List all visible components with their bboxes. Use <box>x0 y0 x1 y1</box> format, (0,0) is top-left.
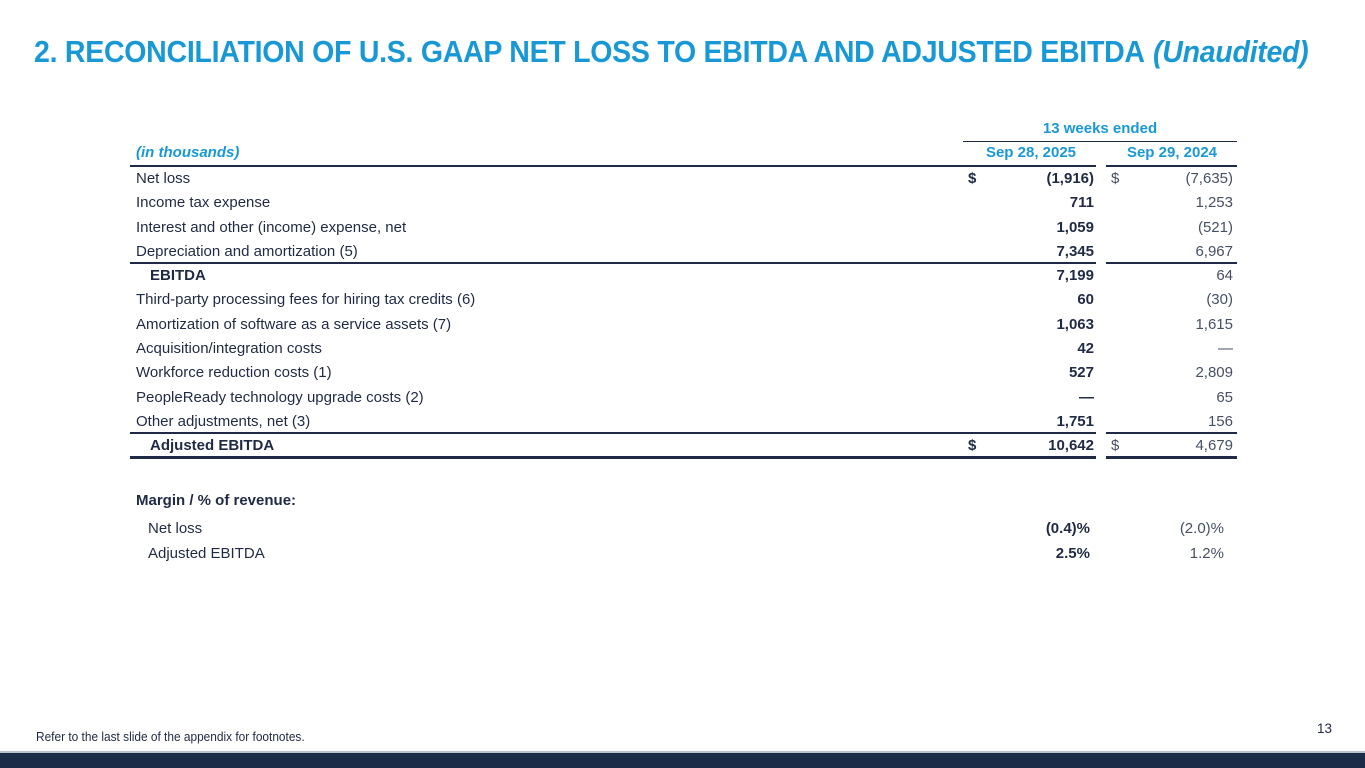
reconciliation-table: 13 weeks ended (in thousands) Sep 28, 20… <box>130 119 1237 566</box>
value-2024: 156 <box>1207 412 1233 430</box>
column-gap <box>1096 142 1106 167</box>
table-row-workforce: Workforce reduction costs (1) 527 2,809 <box>130 361 1237 385</box>
row-label: Depreciation and amortization (5) <box>136 242 358 260</box>
row-label: Third-party processing fees for hiring t… <box>136 291 476 309</box>
row-label: Net loss <box>136 170 191 187</box>
value-2024: 2,809 <box>1195 364 1233 382</box>
value-2024: 1,615 <box>1195 315 1233 333</box>
value-2025: 42 <box>1077 340 1094 358</box>
value-2025: 1,059 <box>1056 218 1094 236</box>
table-row-processing-fees: Third-party processing fees for hiring t… <box>130 288 1237 312</box>
margin-section-heading: Margin / % of revenue: <box>136 492 297 510</box>
column-header-2024: Sep 29, 2024 <box>1126 144 1218 161</box>
margin-row-adjusted-ebitda: Adjusted EBITDA 2.5% 1.2% <box>130 542 1237 567</box>
slide-title-unaudited: (Unaudited) <box>1153 34 1309 69</box>
row-label: Amortization of software as a service as… <box>136 315 452 333</box>
table-row-net-loss: Net loss $ (1,916) $ (7,635) <box>130 167 1237 191</box>
page-number: 13 <box>1316 721 1332 736</box>
row-label: Adjusted EBITDA <box>148 544 265 562</box>
value-2025: 1,751 <box>1056 412 1094 430</box>
slide-title: 2. RECONCILIATION OF U.S. GAAP NET LOSS … <box>34 34 1309 70</box>
dollar-sign: $ <box>968 437 977 455</box>
margin-row-net-loss: Net loss (0.4)% (2.0)% <box>130 517 1237 542</box>
table-row-interest: Interest and other (income) expense, net… <box>130 216 1237 240</box>
row-label: Interest and other (income) expense, net <box>136 218 407 236</box>
value-2025: 7,345 <box>1056 242 1094 260</box>
table-row-income-tax: Income tax expense 711 1,253 <box>130 191 1237 215</box>
table-row-peopleready: PeopleReady technology upgrade costs (2)… <box>130 386 1237 410</box>
table-row-adjusted-ebitda: Adjusted EBITDA $10,642 $4,679 <box>130 434 1237 460</box>
row-label: Adjusted EBITDA <box>150 437 275 455</box>
margin-section: Margin / % of revenue: Net loss (0.4)% (… <box>130 489 1237 566</box>
period-header: 13 weeks ended <box>963 119 1237 142</box>
value-2025: 527 <box>1068 364 1094 382</box>
period-header-row: 13 weeks ended <box>130 119 1237 142</box>
value-2025: 10,642 <box>1048 437 1094 455</box>
units-label: (in thousands) <box>136 144 240 161</box>
value-2024: 64 <box>1216 267 1233 285</box>
margin-2025: 2.5% <box>1055 544 1090 562</box>
row-label: PeopleReady technology upgrade costs (2) <box>136 388 424 406</box>
column-header-row: (in thousands) Sep 28, 2025 Sep 29, 2024 <box>130 142 1237 167</box>
row-label: Net loss <box>148 520 203 538</box>
bottom-bar <box>0 751 1365 768</box>
slide-title-main: 2. RECONCILIATION OF U.S. GAAP NET LOSS … <box>34 34 1145 69</box>
table-row-other-adjustments: Other adjustments, net (3) 1,751 156 <box>130 410 1237 435</box>
dollar-sign: $ <box>1111 170 1120 187</box>
column-header-2025: Sep 28, 2025 <box>985 144 1077 161</box>
table-row-depreciation: Depreciation and amortization (5) 7,345 … <box>130 240 1237 265</box>
row-label: EBITDA <box>150 267 206 285</box>
value-2024: 65 <box>1216 388 1233 406</box>
margin-2024: 1.2% <box>1189 544 1224 562</box>
row-label: Acquisition/integration costs <box>136 340 322 358</box>
value-2025: (1,916) <box>1046 170 1094 187</box>
value-2024: 6,967 <box>1195 242 1233 260</box>
table-row-acquisition: Acquisition/integration costs 42 — <box>130 337 1237 361</box>
value-2025: 60 <box>1077 291 1094 309</box>
value-2025: 7,199 <box>1056 267 1094 285</box>
table-row-ebitda: EBITDA 7,199 64 <box>130 264 1237 288</box>
row-label: Income tax expense <box>136 194 271 212</box>
value-2024: (30) <box>1206 291 1233 309</box>
footnote-reference: Refer to the last slide of the appendix … <box>36 730 305 744</box>
value-2024: 1,253 <box>1195 194 1233 212</box>
dollar-sign: $ <box>968 170 977 187</box>
margin-2025: (0.4)% <box>1045 520 1090 538</box>
value-2024: (7,635) <box>1185 170 1233 187</box>
value-2024: (521) <box>1197 218 1233 236</box>
table-row-saas-amortization: Amortization of software as a service as… <box>130 313 1237 337</box>
value-2025: 711 <box>1069 194 1094 212</box>
row-label: Workforce reduction costs (1) <box>136 364 332 382</box>
value-2025: 1,063 <box>1056 315 1094 333</box>
value-2024: — <box>1218 340 1233 358</box>
value-2025: — <box>1079 388 1094 406</box>
margin-2024: (2.0)% <box>1179 520 1224 538</box>
row-label: Other adjustments, net (3) <box>136 412 311 430</box>
value-2024: 4,679 <box>1195 437 1233 455</box>
dollar-sign: $ <box>1111 437 1120 455</box>
